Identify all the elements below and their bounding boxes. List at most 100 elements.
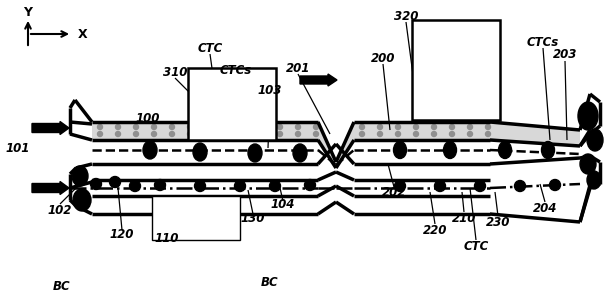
Text: 130: 130 [241,212,265,225]
Circle shape [313,132,318,136]
Circle shape [133,132,138,136]
Circle shape [395,180,406,192]
Text: CTC: CTC [463,240,488,253]
Circle shape [152,124,157,129]
Text: Y: Y [23,6,32,18]
Circle shape [468,124,472,129]
Bar [412,20,500,120]
Circle shape [116,124,121,129]
Circle shape [91,179,102,189]
Text: 210: 210 [452,212,476,225]
FancyArrow shape [32,121,69,135]
Text: 200: 200 [371,51,395,64]
Ellipse shape [72,166,88,186]
Text: 100: 100 [136,111,160,124]
Circle shape [277,124,283,129]
Circle shape [414,124,419,129]
Text: 104: 104 [271,198,295,212]
Circle shape [449,132,455,136]
Circle shape [485,132,490,136]
Circle shape [110,176,121,188]
Text: CTC: CTC [198,42,223,55]
Circle shape [223,132,228,136]
Circle shape [259,132,264,136]
Circle shape [296,132,300,136]
Circle shape [359,124,365,129]
Ellipse shape [293,144,307,162]
Circle shape [468,132,472,136]
Circle shape [133,124,138,129]
Circle shape [130,180,141,192]
Circle shape [187,132,193,136]
Text: 120: 120 [110,228,134,241]
Circle shape [187,124,193,129]
Text: 203: 203 [553,48,577,62]
Text: CTCs: CTCs [527,35,559,48]
Text: CTCs: CTCs [220,63,252,76]
Text: 110: 110 [155,232,179,245]
Circle shape [170,124,174,129]
Circle shape [359,132,365,136]
Ellipse shape [394,141,406,159]
Ellipse shape [248,144,262,162]
Circle shape [414,132,419,136]
Ellipse shape [587,171,601,189]
Text: 230: 230 [486,216,510,229]
Ellipse shape [73,189,91,211]
Circle shape [515,180,526,192]
Circle shape [277,132,283,136]
Text: X: X [78,27,88,40]
Circle shape [550,180,561,191]
Circle shape [97,132,102,136]
FancyArrow shape [300,74,337,86]
Circle shape [485,124,490,129]
Bar [152,196,240,240]
Circle shape [296,124,300,129]
Ellipse shape [580,154,596,174]
Text: 101: 101 [6,141,30,155]
Circle shape [234,180,245,192]
Circle shape [206,124,211,129]
Circle shape [395,124,400,129]
Circle shape [97,124,102,129]
Circle shape [395,132,400,136]
Ellipse shape [499,141,512,159]
Circle shape [378,132,382,136]
Ellipse shape [587,129,603,151]
Circle shape [195,180,206,192]
Circle shape [431,124,436,129]
Circle shape [431,132,436,136]
Circle shape [206,132,211,136]
Circle shape [305,180,316,191]
Text: 103: 103 [258,83,282,96]
Ellipse shape [578,102,598,130]
Circle shape [242,124,247,129]
Text: 320: 320 [394,10,418,22]
Circle shape [242,132,247,136]
Text: 102: 102 [48,204,72,217]
Text: 310: 310 [163,66,187,79]
Circle shape [170,132,174,136]
Circle shape [116,132,121,136]
Polygon shape [92,122,580,168]
Circle shape [378,124,382,129]
Circle shape [154,180,165,191]
FancyArrow shape [32,181,69,194]
Circle shape [435,180,446,192]
Circle shape [152,132,157,136]
Ellipse shape [444,141,457,159]
Text: 202: 202 [382,187,406,200]
Text: BC: BC [53,279,71,293]
Text: BC: BC [261,277,279,290]
Circle shape [449,124,455,129]
Circle shape [223,124,228,129]
Text: 204: 204 [533,201,557,214]
Circle shape [259,124,264,129]
Circle shape [313,124,318,129]
Text: 220: 220 [423,224,447,237]
Ellipse shape [143,141,157,159]
Ellipse shape [542,141,554,159]
Bar [188,68,276,140]
Text: 201: 201 [286,62,310,75]
Circle shape [474,180,485,192]
